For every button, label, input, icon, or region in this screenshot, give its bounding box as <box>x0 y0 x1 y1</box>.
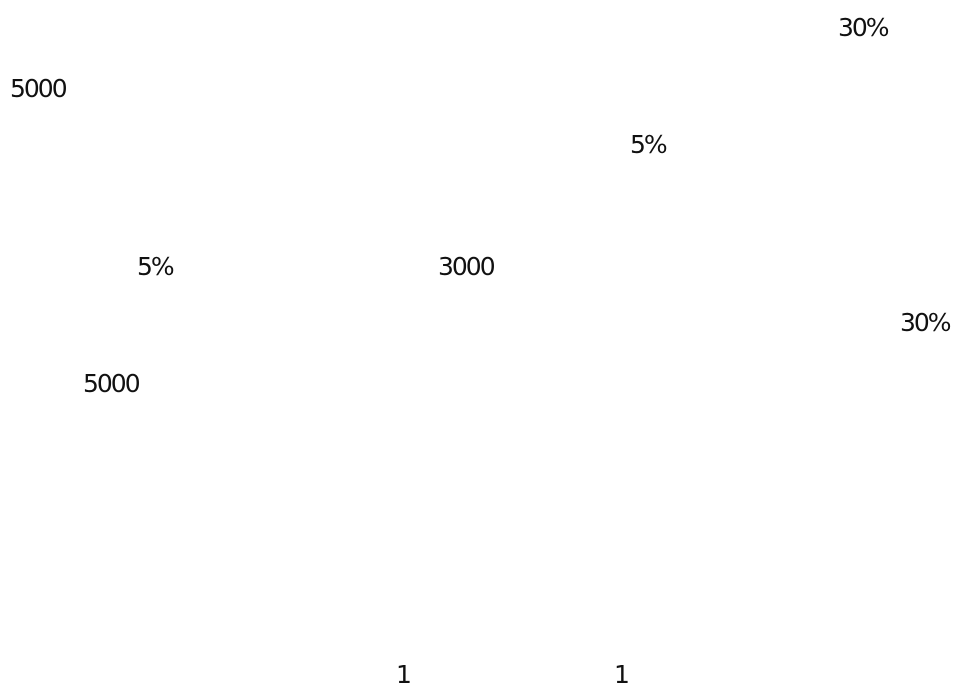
text-fragment-percent: 5% <box>137 252 175 281</box>
footer-number-right: 1 <box>614 660 630 689</box>
footer-number-left: 1 <box>396 660 412 689</box>
text-fragment-amount: 3000 <box>438 252 496 281</box>
text-fragment-amount: 5000 <box>83 369 141 398</box>
text-fragment-percent: 5% <box>630 130 668 159</box>
text-fragment-percent: 30% <box>838 13 890 42</box>
text-fragment-amount: 5000 <box>10 74 68 103</box>
text-fragment-percent: 30% <box>900 308 952 337</box>
